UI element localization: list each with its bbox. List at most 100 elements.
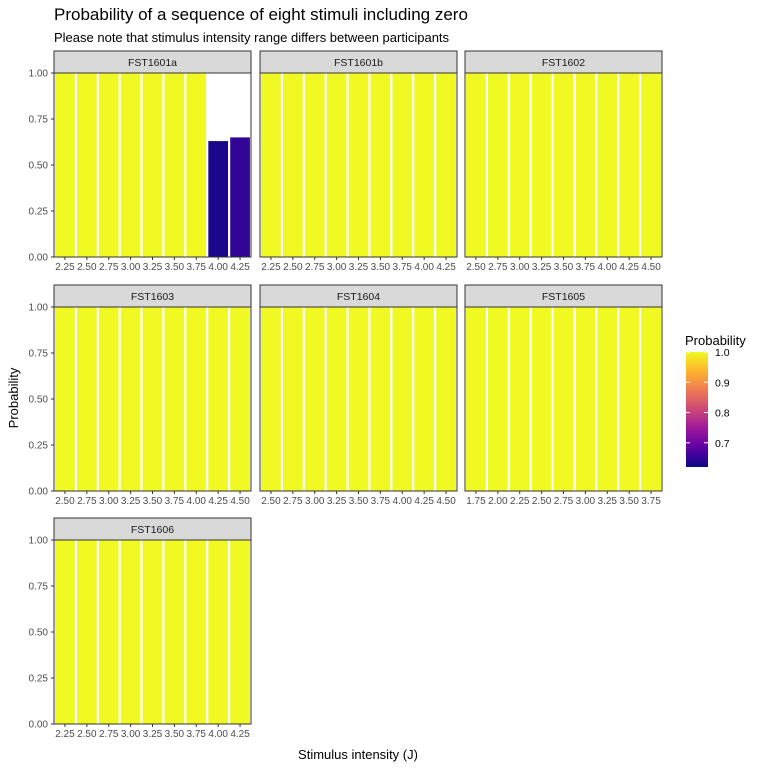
facet-panel: FST1604 2.50 2.75 3.00 3.25 3.50 3.75 4.00 4.25 4…: [259, 284, 458, 507]
bar: [120, 73, 141, 257]
legend-tick-label: 0.7: [715, 438, 730, 450]
bar: [186, 73, 207, 257]
bar: [261, 307, 281, 491]
x-tick-label: 3.50: [165, 729, 185, 740]
x-tick-label: 4.25: [414, 496, 434, 507]
bar: [509, 73, 530, 257]
chart-subtitle: Please note that stimulus intensity rang…: [54, 30, 450, 45]
bar: [55, 540, 75, 724]
bar: [370, 73, 391, 257]
bar: [531, 307, 552, 491]
x-tick-label: 4.50: [641, 262, 661, 273]
x-tick-label: 3.00: [99, 496, 119, 507]
x-tick-label: 3.25: [349, 262, 369, 273]
color-legend: Probability 0.7 0.8 0.9 1.0: [685, 333, 746, 467]
y-tick-label: 0.50: [29, 395, 49, 406]
bar: [76, 540, 97, 724]
bar: [436, 307, 456, 491]
facet-panel: FST1601b 2.25 2.50 2.75 3.00 3.25 3.50 3.75 4.00…: [259, 50, 458, 273]
bar: [55, 73, 75, 257]
bar: [230, 307, 250, 491]
x-tick-label: 2.50: [55, 496, 75, 507]
bar: [76, 73, 97, 257]
x-tick-label: 3.75: [187, 262, 207, 273]
bar: [370, 307, 391, 491]
x-tick-label: 3.75: [371, 496, 391, 507]
bar: [304, 307, 325, 491]
bar: [98, 307, 119, 491]
x-tick-label: 3.00: [327, 262, 347, 273]
x-tick-label: 4.00: [208, 729, 228, 740]
legend-tick-label: 1.0: [715, 347, 730, 359]
x-tick-label: 3.25: [143, 729, 163, 740]
x-tick-label: 3.25: [121, 496, 141, 507]
facet-panel: FST1601a 2.25 2.50 2.75 3.00 3.25 3.50 3.75 4.00…: [29, 50, 252, 273]
bar: [55, 307, 75, 491]
bar: [641, 307, 661, 491]
y-tick-label: 0.00: [29, 253, 49, 264]
x-tick-label: 4.00: [187, 496, 207, 507]
y-tick-label: 0.25: [29, 207, 49, 218]
x-tick-label: 3.25: [598, 496, 618, 507]
bar: [304, 73, 325, 257]
panel-border: [259, 306, 458, 492]
x-tick-label: 2.00: [488, 496, 508, 507]
y-tick-label: 0.75: [29, 115, 49, 126]
x-tick-label: 4.00: [393, 496, 413, 507]
facet-strip-label: FST1601a: [128, 57, 177, 69]
x-tick-label: 3.25: [532, 262, 552, 273]
x-tick-label: 3.50: [619, 496, 639, 507]
bar: [597, 307, 618, 491]
bar: [230, 540, 250, 724]
bar: [487, 73, 508, 257]
x-tick-label: 3.00: [121, 262, 141, 273]
bar: [531, 73, 552, 257]
facet-panel: FST1602 2.50 2.75 3.00 3.25 3.50 3.75 4.00 4.25 4…: [464, 50, 663, 273]
bar: [186, 307, 207, 491]
facet-panel: FST1606 2.25 2.50 2.75 3.00 3.25 3.50 3.75 4.00 4…: [29, 517, 252, 740]
facet-strip-label: FST1604: [337, 291, 380, 303]
x-tick-label: 3.50: [165, 262, 185, 273]
y-tick-label: 0.50: [29, 628, 49, 639]
bar: [142, 73, 163, 257]
x-tick-label: 2.50: [466, 262, 486, 273]
x-tick-label: 4.00: [598, 262, 618, 273]
chart-title: Probability of a sequence of eight stimu…: [54, 5, 468, 24]
y-axis-title: Probability: [6, 367, 21, 428]
bar: [619, 73, 640, 257]
bar: [208, 141, 229, 257]
bar: [348, 307, 369, 491]
bar: [98, 73, 119, 257]
x-tick-label: 3.75: [393, 262, 413, 273]
x-tick-label: 3.50: [143, 496, 163, 507]
y-tick-label: 0.25: [29, 674, 49, 685]
bar: [282, 73, 303, 257]
bar: [120, 540, 141, 724]
bar: [414, 307, 435, 491]
x-tick-label: 2.25: [261, 262, 281, 273]
legend-title: Probability: [685, 333, 746, 348]
x-tick-label: 3.75: [641, 496, 661, 507]
x-tick-label: 2.25: [510, 496, 530, 507]
x-tick-label: 2.50: [532, 496, 552, 507]
x-tick-label: 3.75: [187, 729, 207, 740]
x-tick-label: 4.50: [436, 496, 456, 507]
bar: [208, 307, 229, 491]
y-tick-label: 0.75: [29, 582, 49, 593]
bar: [326, 307, 347, 491]
legend-tick-label: 0.8: [715, 408, 730, 420]
facet-panel: FST1603 2.50 2.75 3.00 3.25 3.50 3.75 4.00 4.25 4…: [29, 284, 252, 507]
bar: [164, 540, 185, 724]
x-tick-label: 2.25: [55, 729, 75, 740]
facet-strip-label: FST1601b: [334, 57, 383, 69]
y-tick-label: 0.50: [29, 161, 49, 172]
panel-border: [464, 306, 663, 492]
x-tick-label: 2.50: [283, 262, 303, 273]
bar: [120, 307, 141, 491]
bar: [619, 307, 640, 491]
bar: [142, 540, 163, 724]
panel-border: [259, 72, 458, 258]
x-tick-label: 4.25: [436, 262, 456, 273]
bar: [282, 307, 303, 491]
